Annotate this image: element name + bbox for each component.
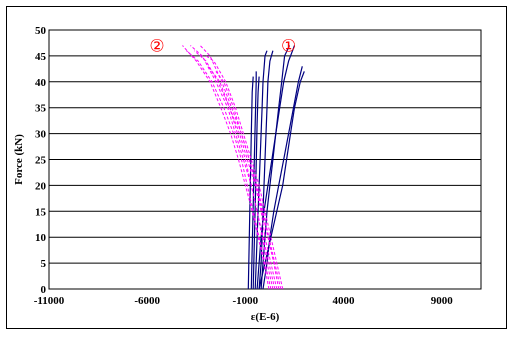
series-2-curve-1 — [190, 45, 276, 290]
y-tick-label: 20 — [35, 180, 47, 192]
tick-layer: 0 5 10 15 20 25 30 35 40 45 50 -11000 -6000 -1000 4000… — [34, 25, 454, 307]
y-axis-label: Force (kN) — [13, 134, 25, 185]
series-2-curve-7 — [215, 71, 280, 290]
y-tick-label: 25 — [35, 155, 47, 167]
y-tick-label: 30 — [35, 129, 47, 141]
x-tick-label: 9000 — [431, 295, 454, 307]
x-tick-label: 4000 — [333, 295, 356, 307]
series-1-curve-8 — [252, 76, 260, 290]
y-tick-label: 40 — [35, 77, 47, 89]
series-layer — [182, 45, 305, 290]
series-2-curve-6 — [207, 65, 274, 290]
series-1-curve-6 — [250, 71, 257, 290]
series-2-curve-3 — [193, 50, 278, 290]
series-1-curve-7 — [247, 76, 254, 290]
y-tick-label: 50 — [35, 25, 47, 37]
series-1-curve-4 — [258, 50, 274, 290]
y-tick-label: 45 — [35, 51, 47, 63]
series-1-curve-1 — [260, 45, 291, 290]
y-tick-label: 0 — [41, 284, 47, 296]
x-tick-label: -11000 — [34, 295, 65, 307]
series-1-curve-5 — [254, 50, 268, 290]
annotation-2: ② — [149, 37, 164, 57]
y-tick-label: 35 — [35, 103, 47, 115]
y-tick-label: 15 — [35, 206, 47, 218]
series-1-curve-9 — [258, 71, 305, 290]
x-tick-label: -1000 — [233, 295, 259, 307]
annotation-1: ① — [281, 37, 296, 57]
series-2-curve-4 — [186, 50, 272, 290]
x-axis-label: ε(E-6) — [251, 311, 280, 323]
annotation-layer: ①② — [149, 37, 296, 57]
y-tick-label: 5 — [41, 258, 47, 270]
x-tick-label: -6000 — [134, 295, 160, 307]
series-1-curve-2 — [256, 45, 296, 290]
plot-area — [48, 29, 482, 290]
y-tick-label: 10 — [35, 232, 47, 244]
